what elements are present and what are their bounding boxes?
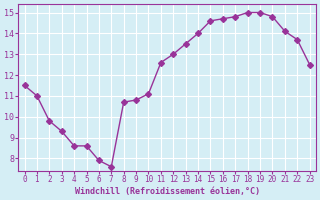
X-axis label: Windchill (Refroidissement éolien,°C): Windchill (Refroidissement éolien,°C)	[75, 187, 260, 196]
